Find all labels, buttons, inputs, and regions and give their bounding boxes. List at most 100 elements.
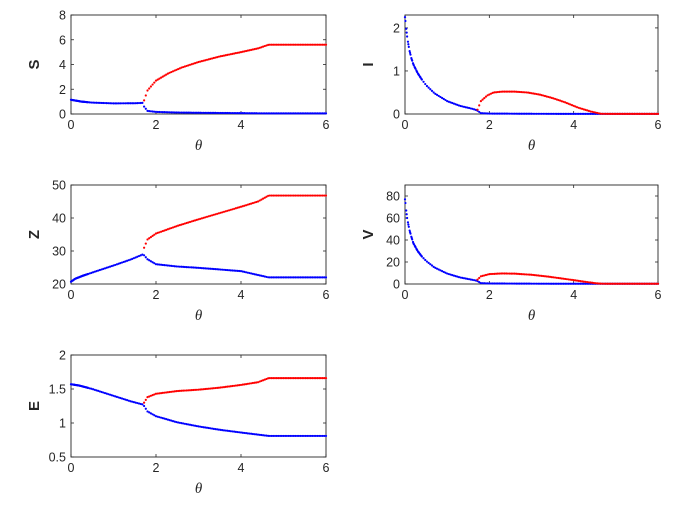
data-point (156, 263, 159, 266)
data-point (461, 276, 464, 279)
data-point (311, 112, 314, 115)
data-point (309, 377, 312, 380)
data-point (560, 112, 563, 115)
data-point (253, 201, 256, 204)
data-point (248, 112, 251, 115)
data-point (192, 219, 195, 222)
data-point (557, 98, 560, 102)
data-point (508, 272, 511, 275)
data-point (449, 101, 452, 104)
data-point (248, 432, 251, 435)
data-point (451, 273, 454, 277)
data-point (144, 94, 147, 97)
data-point (587, 281, 590, 284)
data-point (143, 105, 146, 108)
data-point (540, 282, 543, 285)
data-point (313, 43, 316, 46)
data-point (224, 210, 227, 213)
x-tick-label: 0 (402, 118, 409, 132)
data-point (491, 272, 494, 276)
data-point (226, 53, 229, 57)
data-point (239, 431, 243, 434)
data-point (506, 282, 509, 285)
data-point (144, 242, 147, 245)
y-tick-label: 2 (59, 349, 66, 363)
data-point (262, 112, 265, 115)
data-point (559, 99, 562, 102)
data-point (245, 432, 248, 435)
data-point (110, 264, 113, 268)
data-point (255, 273, 258, 276)
data-point (586, 280, 589, 284)
data-point (258, 433, 261, 436)
data-point (253, 48, 256, 51)
data-point (292, 43, 295, 46)
data-point (204, 426, 207, 429)
data-point (456, 275, 459, 278)
data-point (306, 112, 309, 115)
data-point (634, 282, 638, 285)
data-point (250, 382, 253, 385)
data-point (411, 238, 414, 241)
data-point (134, 401, 137, 404)
data-point (136, 255, 139, 258)
data-point (562, 277, 565, 280)
data-point (489, 112, 493, 115)
data-point (496, 282, 499, 285)
data-point (149, 394, 152, 397)
data-point (229, 430, 232, 433)
data-point (441, 96, 444, 100)
data-point (302, 43, 305, 46)
data-point (199, 388, 202, 391)
data-point (508, 90, 511, 93)
data-point (166, 228, 169, 231)
chart-panel-z: 0 2 4 6 20 30 40 50 θ Z (26, 179, 330, 325)
data-point (282, 276, 285, 279)
data-point (651, 282, 655, 285)
data-point (597, 282, 601, 285)
data-point (577, 112, 580, 115)
data-point (415, 69, 418, 72)
data-point (163, 111, 166, 114)
data-point (231, 208, 234, 211)
data-point (302, 276, 305, 279)
data-point (582, 112, 585, 115)
data-point (403, 198, 407, 201)
data-point (272, 43, 275, 46)
data-point (554, 276, 557, 279)
data-point (307, 276, 311, 279)
data-point (211, 427, 214, 430)
data-point (182, 111, 185, 114)
data-point (616, 282, 619, 285)
data-point (489, 272, 493, 276)
x-tick-label: 0 (68, 118, 75, 132)
data-point (535, 112, 538, 115)
x-tick-label: 2 (153, 288, 160, 302)
data-point (95, 101, 98, 104)
data-point (306, 43, 309, 46)
data-point (241, 112, 244, 115)
data-point (149, 260, 152, 263)
data-point (280, 434, 283, 438)
data-point (90, 387, 93, 390)
data-point (180, 223, 183, 226)
data-point (246, 49, 249, 52)
data-point (205, 111, 209, 114)
data-point (156, 110, 159, 114)
data-point (122, 260, 125, 264)
data-point (197, 111, 200, 114)
data-point (207, 426, 210, 430)
data-point (188, 220, 192, 224)
data-point (624, 112, 628, 115)
data-point (139, 101, 142, 105)
data-point (214, 111, 217, 115)
data-point (154, 232, 158, 235)
data-point (207, 267, 210, 270)
data-point (170, 111, 173, 114)
data-point (508, 112, 511, 115)
data-point (246, 271, 249, 274)
data-point (285, 112, 288, 115)
data-point (144, 407, 147, 410)
data-point (166, 391, 169, 394)
data-point (506, 272, 509, 275)
